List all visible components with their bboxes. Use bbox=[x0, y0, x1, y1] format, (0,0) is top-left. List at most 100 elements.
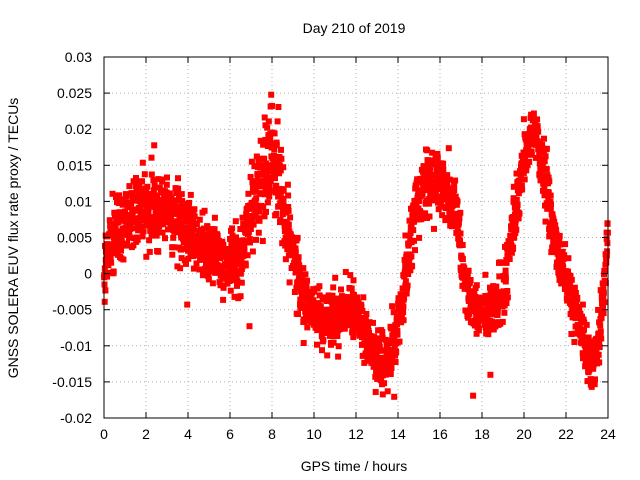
data-point bbox=[126, 183, 133, 190]
data-point bbox=[148, 203, 155, 210]
x-tick-label: 6 bbox=[226, 426, 234, 442]
data-point bbox=[141, 171, 148, 178]
data-point bbox=[150, 177, 157, 184]
data-point bbox=[112, 237, 119, 244]
data-point bbox=[546, 233, 553, 240]
data-point bbox=[568, 276, 575, 283]
data-point bbox=[229, 232, 236, 239]
data-point bbox=[200, 225, 207, 232]
data-point bbox=[217, 255, 224, 262]
data-point bbox=[440, 160, 447, 167]
data-point bbox=[237, 270, 244, 277]
data-point bbox=[329, 292, 336, 299]
data-point bbox=[533, 134, 540, 140]
data-point bbox=[151, 182, 158, 189]
data-point bbox=[273, 182, 280, 189]
data-point bbox=[299, 281, 306, 288]
data-point bbox=[323, 298, 330, 304]
data-point bbox=[330, 333, 336, 340]
data-point bbox=[408, 222, 415, 229]
data-point bbox=[600, 295, 607, 302]
data-point bbox=[381, 347, 388, 354]
data-point bbox=[320, 336, 327, 343]
data-point bbox=[585, 334, 592, 341]
data-point bbox=[264, 124, 271, 131]
x-tick-label: 16 bbox=[432, 426, 448, 442]
data-point bbox=[419, 213, 426, 220]
data-point bbox=[304, 288, 311, 295]
data-point bbox=[201, 207, 208, 214]
data-point bbox=[294, 234, 301, 241]
data-point bbox=[546, 220, 553, 227]
data-point bbox=[271, 146, 278, 153]
data-point bbox=[133, 175, 139, 181]
data-point bbox=[287, 239, 294, 246]
data-point bbox=[160, 216, 167, 223]
data-point bbox=[543, 166, 550, 173]
data-point bbox=[332, 274, 339, 281]
data-point bbox=[171, 244, 178, 251]
data-point bbox=[541, 158, 548, 165]
x-tick-label: 24 bbox=[600, 426, 616, 442]
data-point bbox=[265, 118, 272, 125]
data-point bbox=[512, 221, 519, 228]
data-point bbox=[292, 249, 299, 255]
data-point bbox=[518, 182, 525, 189]
data-point bbox=[596, 359, 603, 366]
data-point bbox=[552, 237, 558, 244]
data-point bbox=[541, 185, 548, 192]
data-point bbox=[233, 273, 240, 280]
data-point bbox=[216, 279, 223, 286]
data-point bbox=[604, 240, 611, 247]
data-point bbox=[193, 260, 200, 267]
data-point bbox=[485, 326, 492, 333]
data-point bbox=[434, 150, 441, 157]
data-point bbox=[603, 259, 610, 266]
data-point bbox=[106, 217, 113, 224]
data-point bbox=[163, 206, 170, 213]
data-point bbox=[534, 124, 541, 131]
data-point bbox=[169, 251, 176, 258]
data-point bbox=[193, 221, 200, 227]
data-point bbox=[110, 245, 117, 252]
data-point bbox=[524, 162, 531, 169]
data-point bbox=[514, 202, 521, 208]
data-point bbox=[254, 178, 261, 185]
data-point bbox=[603, 236, 610, 243]
data-point bbox=[202, 267, 209, 274]
data-point bbox=[266, 187, 273, 194]
data-point bbox=[500, 288, 507, 295]
data-point bbox=[148, 154, 155, 161]
data-point bbox=[220, 296, 227, 303]
data-point bbox=[494, 308, 501, 315]
data-point bbox=[506, 256, 513, 262]
data-point bbox=[253, 153, 260, 160]
data-point bbox=[370, 319, 376, 326]
data-point bbox=[547, 205, 554, 212]
data-point bbox=[154, 228, 161, 235]
data-point bbox=[452, 211, 459, 218]
data-point bbox=[239, 214, 246, 221]
data-point bbox=[596, 339, 603, 346]
data-point bbox=[499, 318, 506, 325]
data-point bbox=[544, 205, 551, 212]
data-point bbox=[334, 333, 341, 339]
data-point bbox=[295, 254, 302, 261]
data-point bbox=[302, 271, 309, 278]
data-point bbox=[593, 345, 600, 352]
data-point bbox=[186, 208, 193, 215]
y-tick-label: -0.005 bbox=[52, 302, 92, 318]
data-point bbox=[178, 246, 184, 253]
data-point bbox=[350, 334, 357, 341]
data-point bbox=[138, 223, 145, 230]
data-point bbox=[229, 225, 236, 232]
data-point bbox=[289, 234, 295, 241]
data-point bbox=[508, 249, 515, 256]
data-point bbox=[127, 222, 134, 229]
x-tick-label: 18 bbox=[474, 426, 490, 442]
data-point bbox=[523, 167, 530, 174]
data-point bbox=[406, 217, 413, 224]
data-point bbox=[279, 211, 286, 218]
data-point bbox=[350, 277, 357, 284]
data-point bbox=[528, 141, 535, 148]
